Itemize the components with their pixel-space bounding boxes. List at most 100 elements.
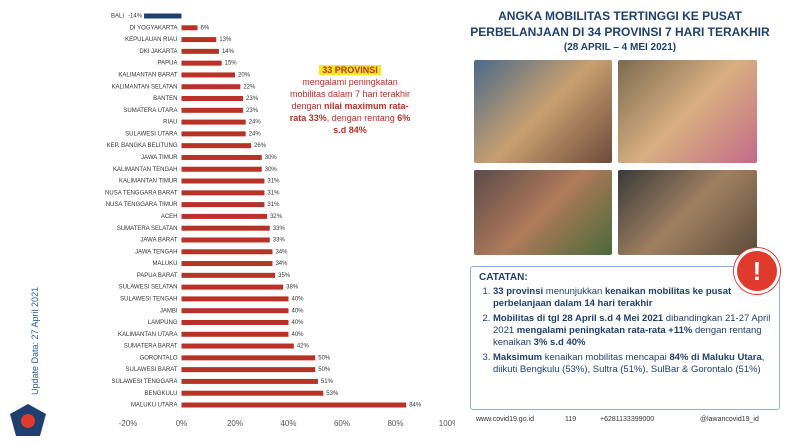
bar bbox=[181, 237, 270, 243]
y-tick-label: SULAWESI TENGAH bbox=[120, 296, 177, 302]
note-text: dibandingkan 21-27 April 2021 bbox=[493, 313, 771, 336]
title: ANGKA MOBILITAS TERTINGGI KE PUSAT PERBEL… bbox=[455, 8, 785, 56]
value-label: 24% bbox=[249, 131, 262, 137]
bar bbox=[181, 37, 217, 43]
y-tick-label: SULAWESI UTARA bbox=[125, 131, 177, 137]
annotation-text: mengalami peningkatan mobilitas dalam 7 … bbox=[289, 77, 411, 111]
bar bbox=[181, 225, 270, 231]
bar bbox=[181, 84, 241, 90]
note-text: kenaikan mobilitas mencapai bbox=[542, 352, 670, 363]
note-text: , diikuti Bengkulu (53%), Sultra (51%), … bbox=[493, 352, 765, 375]
value-label: 30% bbox=[265, 167, 278, 173]
y-tick-label: SULAWESI SELATAN bbox=[119, 285, 178, 291]
value-label: 42% bbox=[297, 344, 310, 350]
title-line: PERBELANJAAN DI 34 PROVINSI 7 HARI TERAK… bbox=[470, 25, 770, 39]
annotation: 33 PROVINSI mengalami peningkatan mobilit… bbox=[285, 64, 415, 136]
notes: CATATAN: 33 provinsi menunjukkan kenaika… bbox=[470, 266, 780, 410]
bar bbox=[181, 131, 246, 137]
y-tick-label: BALI bbox=[111, 14, 124, 20]
value-label: 23% bbox=[246, 96, 259, 102]
value-label: 26% bbox=[254, 143, 267, 149]
value-label: 38% bbox=[286, 285, 299, 291]
bar bbox=[181, 202, 265, 208]
bar bbox=[181, 284, 284, 290]
y-tick-label: NUSA TENGGARA BARAT bbox=[105, 190, 178, 196]
note-text: 33 provinsi bbox=[493, 286, 544, 297]
y-tick-label: SULAWESI BARAT bbox=[125, 367, 177, 373]
y-tick-label: SULAWESI TENGGARA bbox=[111, 379, 177, 385]
y-tick-label: RIAU bbox=[163, 120, 177, 126]
x-tick-label: 80% bbox=[387, 419, 403, 428]
value-label: 6% bbox=[201, 25, 210, 31]
y-tick-label: BENGKULU bbox=[144, 391, 177, 397]
note-text: menunjukkan bbox=[543, 286, 605, 297]
value-label: 84% bbox=[409, 403, 422, 409]
photo bbox=[474, 170, 612, 255]
value-label: 50% bbox=[318, 355, 331, 361]
bar bbox=[181, 272, 276, 278]
highlight: 33 PROVINSI bbox=[319, 65, 381, 75]
bar bbox=[181, 96, 244, 102]
value-label: 51% bbox=[321, 379, 334, 385]
annotation-text: nilai maximum rata-rata 33% bbox=[289, 101, 409, 123]
value-label: 13% bbox=[219, 37, 232, 43]
value-label: 30% bbox=[265, 155, 278, 161]
value-label: 24% bbox=[249, 120, 262, 126]
value-label: 53% bbox=[326, 391, 339, 397]
bar bbox=[181, 331, 289, 337]
value-label: 40% bbox=[292, 296, 305, 302]
notes-title: CATATAN: bbox=[479, 272, 528, 283]
bar bbox=[181, 261, 273, 267]
bar bbox=[181, 119, 246, 125]
footer-whatsapp: +6281133399000 bbox=[600, 416, 655, 423]
bar bbox=[181, 367, 316, 373]
bar bbox=[181, 390, 324, 396]
y-tick-label: JAWA TIMUR bbox=[141, 155, 178, 161]
x-tick-label: -20% bbox=[119, 419, 138, 428]
note: Mobilitas di tgl 28 April s.d 4 Mei 2021… bbox=[493, 313, 771, 349]
value-label: 33% bbox=[273, 238, 286, 244]
value-label: 35% bbox=[278, 273, 291, 279]
y-tick-label: LAMPUNG bbox=[148, 320, 178, 326]
value-label: 31% bbox=[267, 190, 280, 196]
bar bbox=[181, 249, 273, 255]
annotation-text: 6% s.d 84% bbox=[333, 113, 411, 135]
note-text: kenaikan mobilitas ke pusat perbelanjaan… bbox=[493, 286, 732, 309]
note-text: Maksimum bbox=[493, 352, 543, 363]
value-label: 50% bbox=[318, 367, 331, 373]
bar bbox=[181, 402, 407, 408]
chart: -20% 0% 20% 40% 60% 80% 100% -14% BALI 6% DI YOGYA… bbox=[105, 13, 455, 428]
y-tick-label: KALIMANTAN TENGAH bbox=[113, 167, 177, 173]
x-tick-label: 0% bbox=[176, 419, 188, 428]
y-tick-label: PAPUA BARAT bbox=[137, 273, 178, 279]
photo bbox=[474, 60, 612, 163]
title-line: ANGKA MOBILITAS TERTINGGI KE PUSAT bbox=[498, 9, 742, 23]
bar bbox=[181, 178, 265, 184]
y-tick-label: JAWA BARAT bbox=[140, 238, 177, 244]
bar bbox=[181, 166, 262, 172]
y-tick-label: SUMATERA UTARA bbox=[123, 108, 177, 114]
bar bbox=[181, 378, 318, 384]
y-tick-label: ACEH bbox=[161, 214, 178, 220]
footer-social: @lawancovid19_id bbox=[700, 416, 759, 423]
bar bbox=[181, 296, 289, 302]
bar bbox=[181, 107, 244, 113]
note-text: 84% di Maluku Utara bbox=[669, 352, 762, 363]
y-tick-label: KALIMANTAN SELATAN bbox=[111, 84, 177, 90]
note-text: Mobilitas di tgl 28 April s.d 4 Mei 2021 bbox=[493, 313, 664, 324]
value-label: -14% bbox=[128, 14, 143, 20]
note: Maksimum kenaikan mobilitas mencapai 84%… bbox=[493, 352, 771, 376]
bar bbox=[144, 13, 182, 19]
y-tick-label: SUMATERA SELATAN bbox=[117, 226, 178, 232]
x-tick-label: 20% bbox=[227, 419, 243, 428]
y-tick-label: NUSA TENGGARA TIMUR bbox=[106, 202, 178, 208]
x-tick-label: 40% bbox=[280, 419, 296, 428]
photo bbox=[618, 170, 757, 255]
bar bbox=[181, 25, 198, 31]
y-tick-label: KEP. BANGKA BELITUNG bbox=[107, 143, 178, 149]
update-note: Update Data: 27 April 2021 bbox=[30, 286, 40, 395]
bar bbox=[181, 190, 265, 196]
value-label: 14% bbox=[222, 49, 235, 55]
value-label: 15% bbox=[225, 61, 238, 67]
